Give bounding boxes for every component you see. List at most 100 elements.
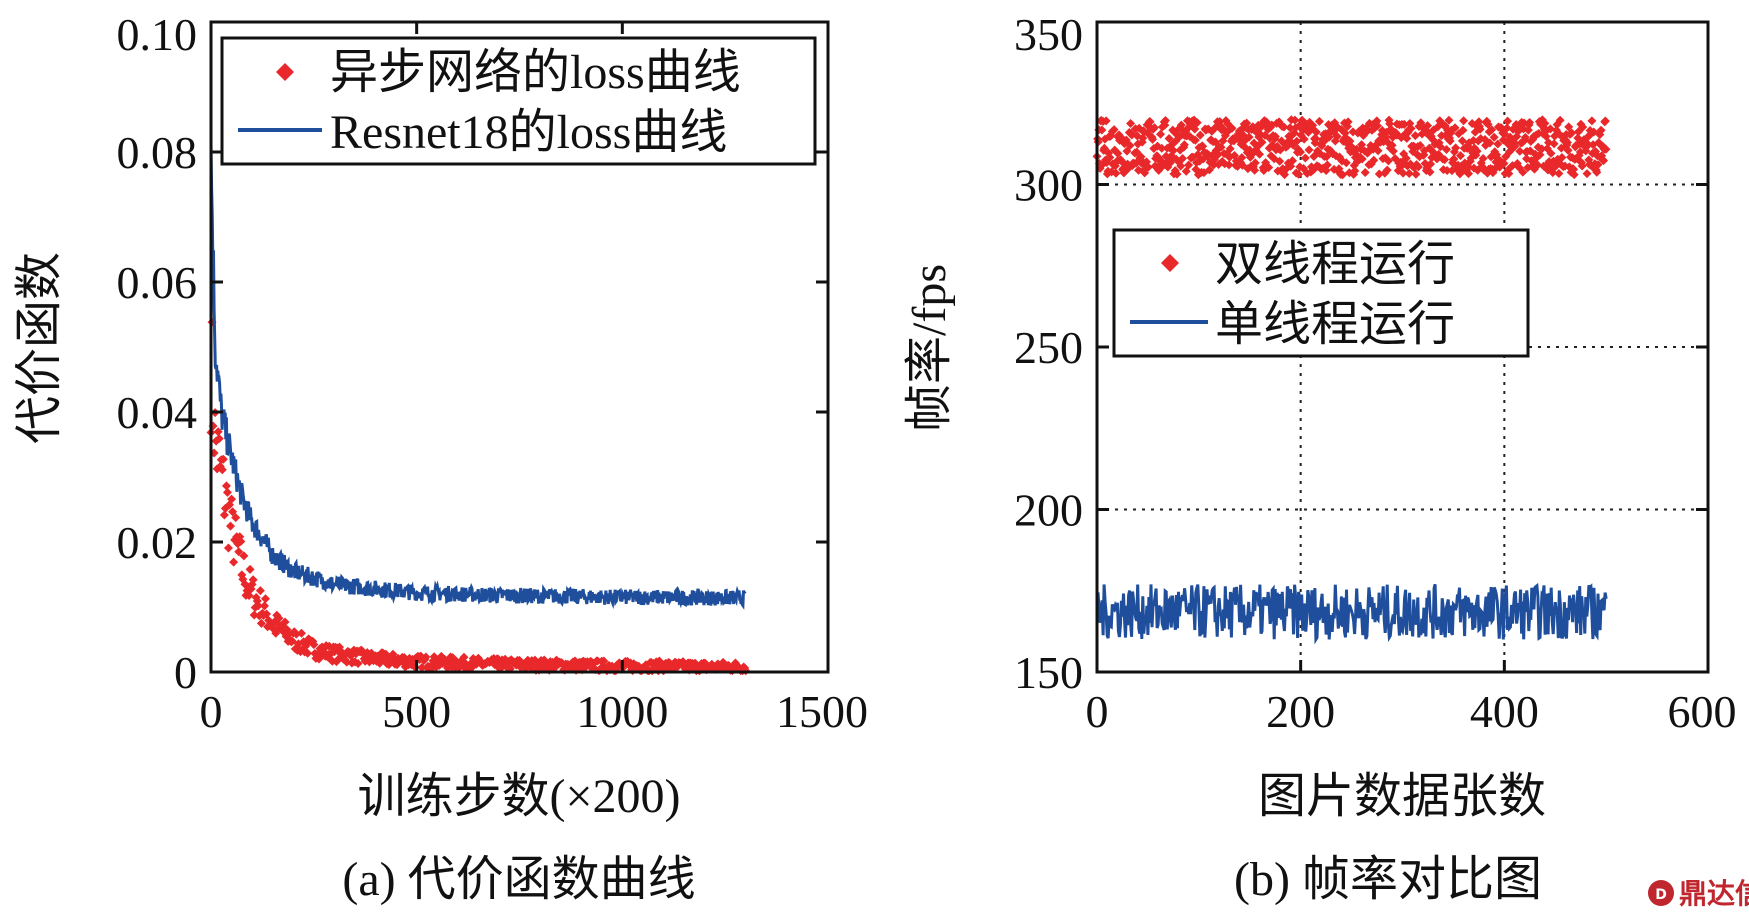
data-point-b-dual-thread [1168, 146, 1178, 156]
data-point-b-dual-thread [1101, 116, 1111, 126]
data-point-b-dual-thread [1143, 162, 1153, 172]
y-tick-label-a: 0.04 [117, 387, 198, 438]
data-point-b-dual-thread [1493, 139, 1503, 149]
data-point-b-dual-thread [1554, 169, 1564, 179]
data-point-b-dual-thread [1426, 159, 1436, 169]
data-point-b-dual-thread [1304, 145, 1314, 155]
y-tick-label-a: 0.06 [117, 257, 198, 308]
data-point-b-dual-thread [1113, 148, 1123, 158]
data-point-b-dual-thread [1195, 130, 1205, 140]
data-point-a-async [229, 557, 239, 567]
data-point-b-dual-thread [1111, 168, 1121, 178]
data-point-b-dual-thread [1127, 130, 1137, 140]
data-point-b-dual-thread [1121, 135, 1131, 145]
data-point-a-async [253, 601, 263, 611]
data-point-b-dual-thread [1178, 154, 1188, 164]
watermark: D 鼎达信 [1648, 877, 1749, 910]
data-point-b-dual-thread [1145, 117, 1155, 127]
data-point-b-dual-thread [1499, 158, 1509, 168]
y-tick-label-b: 300 [1014, 160, 1083, 211]
data-point-a-async [303, 648, 313, 658]
brand-logo-glyph: D [1655, 887, 1667, 903]
legend-label-a-1: Resnet18的loss曲线 [330, 106, 727, 159]
data-point-b-dual-thread [1109, 125, 1119, 135]
x-tick-label-a: 500 [382, 686, 451, 737]
data-point-a-async [217, 465, 227, 475]
data-point-b-dual-thread [1478, 153, 1488, 163]
data-point-b-dual-thread [1410, 131, 1420, 141]
data-point-b-dual-thread [1311, 134, 1321, 144]
data-point-a-async [218, 454, 228, 464]
data-point-b-dual-thread [1357, 140, 1367, 150]
data-point-b-dual-thread [1537, 144, 1547, 154]
y-tick-label-a: 0.08 [117, 127, 198, 178]
data-point-a-async [280, 617, 290, 627]
series-line-single-thread [1095, 582, 1608, 645]
data-point-a-async [599, 656, 609, 666]
data-point-b-dual-thread [1290, 115, 1300, 125]
data-point-a-async [213, 427, 223, 437]
data-point-b-dual-thread [1456, 151, 1466, 161]
data-point-a-async [274, 613, 284, 623]
data-point-b-dual-thread [1475, 124, 1485, 134]
data-point-b-dual-thread [1406, 124, 1416, 134]
data-point-b-dual-thread [1525, 117, 1535, 127]
data-point-b-dual-thread [1350, 166, 1360, 176]
x-tick-label-b: 600 [1668, 686, 1737, 737]
data-point-b-dual-thread [1138, 133, 1148, 143]
data-point-a-async [259, 601, 269, 611]
data-point-b-dual-thread [1459, 116, 1469, 126]
data-point-b-dual-thread [1383, 156, 1393, 166]
y-tick-label-b: 200 [1014, 485, 1083, 536]
data-point-a-async [239, 551, 249, 561]
data-point-b-dual-thread [1338, 170, 1348, 180]
data-point-b-dual-thread [1411, 169, 1421, 179]
data-point-a-async [421, 652, 431, 662]
legend-b: 双线程运行 单线程运行 [1112, 228, 1530, 358]
data-point-b-dual-thread [1399, 119, 1409, 129]
data-point-b-dual-thread [1413, 162, 1423, 172]
subtitle-a: (a) 代价函数曲线 [342, 853, 695, 906]
data-point-b-dual-thread [1209, 160, 1219, 170]
series-line-resnet18 [209, 142, 747, 610]
data-point-b-dual-thread [1292, 136, 1302, 146]
data-point-b-dual-thread [1518, 167, 1528, 177]
legend-box-a [220, 36, 817, 166]
data-point-b-dual-thread [1546, 148, 1556, 158]
y-tick-label-b: 150 [1014, 647, 1083, 698]
y-tick-label-b: 350 [1014, 9, 1083, 60]
data-point-b-dual-thread [1374, 169, 1384, 179]
x-tick-label-b: 400 [1470, 686, 1539, 737]
data-point-b-dual-thread [1463, 169, 1473, 179]
data-point-b-dual-thread [1237, 153, 1247, 163]
data-point-a-async [255, 586, 265, 596]
data-point-b-dual-thread [1105, 152, 1115, 162]
data-point-b-dual-thread [1523, 125, 1533, 135]
data-point-b-dual-thread [1097, 125, 1107, 135]
data-point-b-dual-thread [1314, 116, 1324, 126]
data-point-b-dual-thread [1311, 127, 1321, 137]
data-point-b-dual-thread [1244, 132, 1254, 142]
data-point-b-dual-thread [1583, 139, 1593, 149]
plot-area-a [206, 142, 751, 676]
data-point-b-dual-thread [1496, 123, 1506, 133]
data-point-b-dual-thread [1192, 118, 1202, 128]
data-point-b-dual-thread [1179, 140, 1189, 150]
y-axis-label-a: 代价函数 [13, 252, 66, 444]
data-point-b-dual-thread [1458, 125, 1468, 135]
data-point-a-async [459, 652, 469, 662]
data-point-b-dual-thread [1173, 125, 1183, 135]
plot-area-b [1092, 115, 1611, 645]
data-point-b-dual-thread [1373, 146, 1383, 156]
data-point-b-dual-thread [1250, 165, 1260, 175]
data-point-b-dual-thread [1601, 144, 1611, 154]
data-point-a-async [222, 487, 232, 497]
data-point-b-dual-thread [1567, 128, 1577, 138]
data-point-b-dual-thread [1449, 154, 1459, 164]
legend-marker-a-0 [276, 63, 294, 81]
data-point-b-dual-thread [1279, 122, 1289, 132]
data-point-b-dual-thread [1294, 169, 1304, 179]
y-tick-label-b: 250 [1014, 322, 1083, 373]
